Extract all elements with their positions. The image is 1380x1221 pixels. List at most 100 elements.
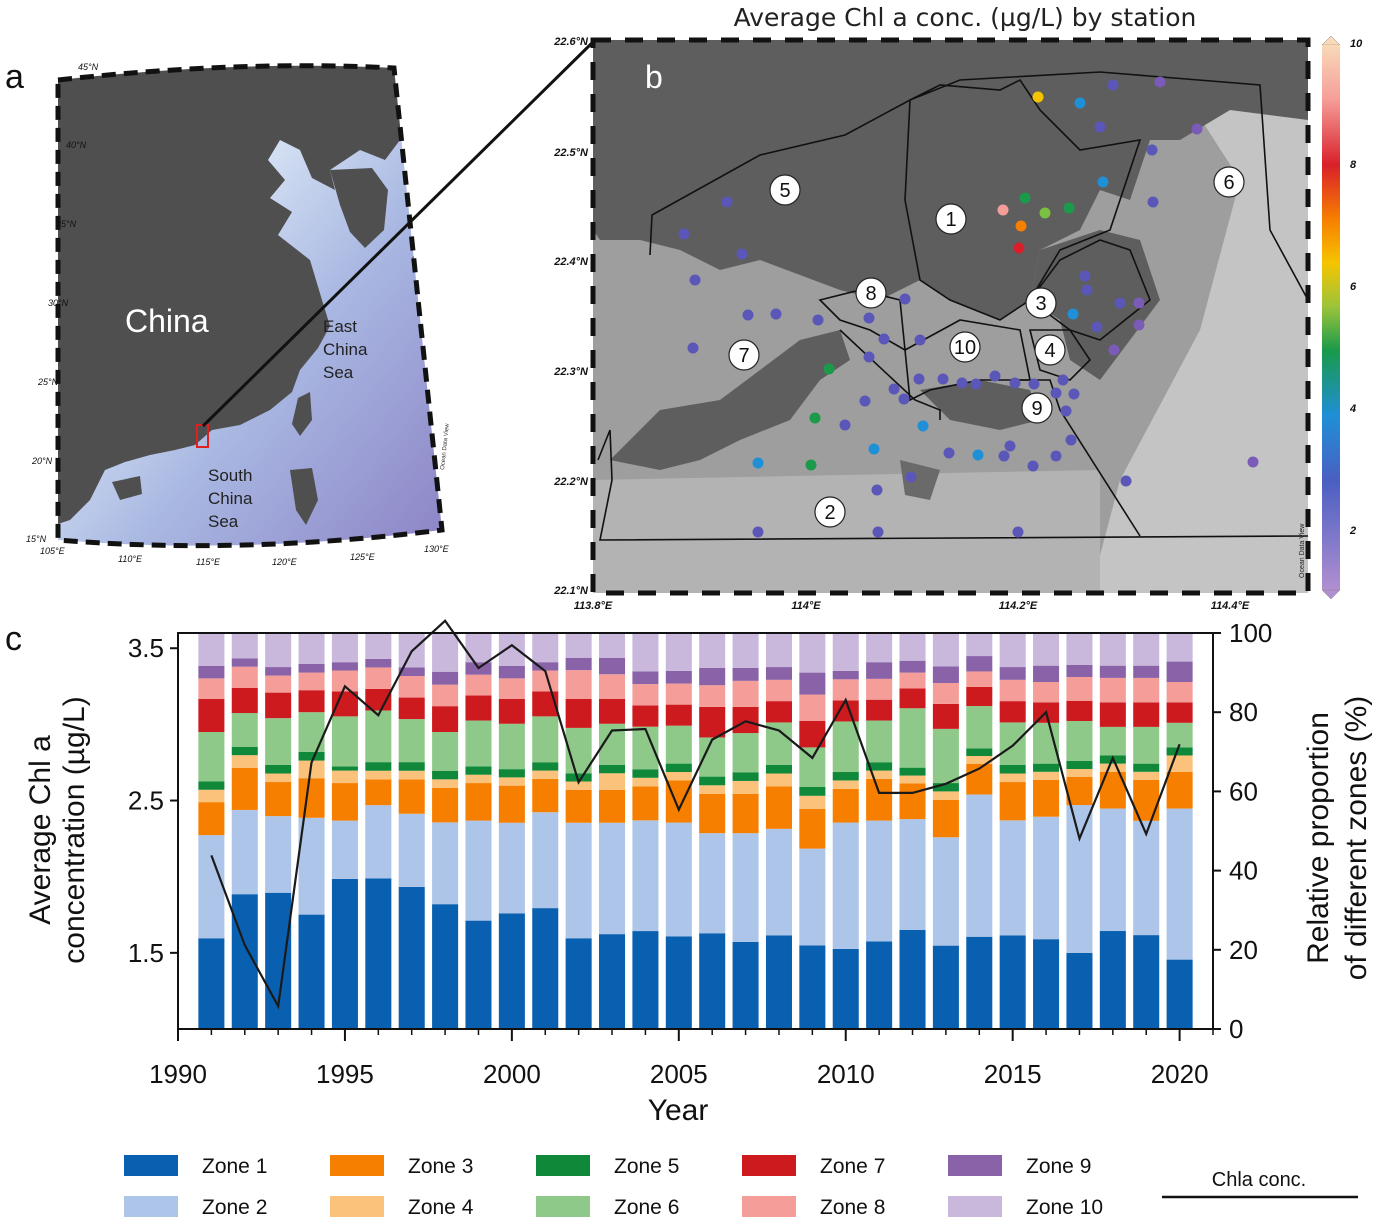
bar-1992-zone-4 xyxy=(231,755,258,768)
bar-1991-zone-5 xyxy=(198,781,225,790)
bar-2017-zone-3 xyxy=(1066,777,1093,805)
lat-tick-22-1: 22.1°N xyxy=(553,585,589,597)
station-dot-59 xyxy=(998,450,1010,462)
station-dot-25 xyxy=(1067,308,1079,320)
station-dots xyxy=(678,76,1259,538)
bar-1997-zone-8 xyxy=(398,676,425,698)
lon-tick-114-2: 114.2°E xyxy=(999,600,1038,612)
bar-2013-zone-8 xyxy=(932,683,959,704)
bar-1991-zone-1 xyxy=(198,938,225,1029)
station-dot-43 xyxy=(989,370,1001,382)
bar-1997-zone-7 xyxy=(398,697,425,720)
bar-2018-zone-6 xyxy=(1099,726,1126,756)
zone-marker-9 xyxy=(1021,392,1053,424)
bar-2011-zone-3 xyxy=(866,778,893,821)
bar-2015-zone-6 xyxy=(999,722,1026,765)
bar-2004-zone-2 xyxy=(632,820,659,932)
bar-2012-zone-5 xyxy=(899,767,926,776)
station-dot-12 xyxy=(1039,207,1051,219)
bar-2002-zone-5 xyxy=(565,773,592,782)
bar-1997-zone-9 xyxy=(398,667,425,677)
x-tick-label: 1990 xyxy=(149,1059,207,1089)
legend-label-zone-9: Zone 9 xyxy=(1026,1155,1091,1178)
legend-label-zone-6: Zone 6 xyxy=(614,1196,679,1219)
lat-tick-22-3: 22.3°N xyxy=(553,366,589,378)
panel-a-lon-ticks: 105°E 110°E 115°E 120°E 125°E 130°E xyxy=(40,544,450,567)
bar-2014-zone-5 xyxy=(966,748,993,757)
bar-2009-zone-4 xyxy=(799,795,826,809)
bar-2004-zone-6 xyxy=(632,726,659,770)
bar-2012-zone-3 xyxy=(899,783,926,820)
bar-2020-zone-2 xyxy=(1166,808,1193,960)
bar-2016-zone-4 xyxy=(1033,771,1060,780)
station-dot-23 xyxy=(1079,270,1091,282)
bar-2019-zone-6 xyxy=(1133,726,1160,764)
station-dot-62 xyxy=(905,471,917,483)
bar-2017-zone-9 xyxy=(1066,665,1093,677)
station-dot-67 xyxy=(1247,456,1259,468)
left-tick-label: 1.5 xyxy=(128,938,164,968)
bar-2017-zone-1 xyxy=(1066,953,1093,1029)
legend-label-zone-10: Zone 10 xyxy=(1026,1196,1103,1219)
bar-1995-zone-5 xyxy=(331,766,358,771)
bar-2020-zone-8 xyxy=(1166,681,1193,703)
bar-1992-zone-3 xyxy=(231,767,258,810)
bar-1995-zone-3 xyxy=(331,783,358,821)
bar-2000-zone-9 xyxy=(498,666,525,679)
bar-2000-zone-6 xyxy=(498,723,525,770)
bar-1998-zone-3 xyxy=(432,787,459,823)
bar-2000-zone-5 xyxy=(498,769,525,778)
zone-marker-label-5: 5 xyxy=(779,180,790,202)
bar-2010-zone-3 xyxy=(832,788,859,823)
bar-2007-zone-5 xyxy=(732,772,759,781)
legend-label-zone-8: Zone 8 xyxy=(820,1196,885,1219)
zone-marker-label-3: 3 xyxy=(1035,293,1046,315)
bar-1999-zone-7 xyxy=(465,695,492,721)
bar-2001-zone-8 xyxy=(532,670,559,692)
bar-1996-zone-9 xyxy=(365,658,392,668)
bar-2008-zone-4 xyxy=(765,773,792,787)
bar-1998-zone-5 xyxy=(432,770,459,780)
station-dot-46 xyxy=(1057,374,1069,386)
legend-swatch-zone-4 xyxy=(330,1196,384,1217)
bar-1999-zone-8 xyxy=(465,674,492,696)
bar-1994-zone-2 xyxy=(298,817,325,915)
bar-2004-zone-3 xyxy=(632,786,659,821)
station-dot-63 xyxy=(752,457,764,469)
bar-2013-zone-5 xyxy=(932,783,959,792)
station-dot-7 xyxy=(1146,144,1158,156)
bar-2003-zone-9 xyxy=(599,657,626,675)
station-dot-48 xyxy=(1068,388,1080,400)
bar-2020-zone-10 xyxy=(1166,633,1193,662)
colorbar-tick-6: 6 xyxy=(1350,281,1357,293)
bar-1992-zone-6 xyxy=(231,713,258,747)
station-dot-38 xyxy=(888,383,900,395)
bar-2017-zone-4 xyxy=(1066,769,1093,777)
bar-1995-zone-9 xyxy=(331,662,358,671)
panel-c-label: c xyxy=(5,620,22,658)
bar-2007-zone-7 xyxy=(732,706,759,734)
panel-b-lat-ticks: 22.6°N 22.5°N 22.4°N 22.3°N 22.2°N 22.1°… xyxy=(553,36,589,597)
bar-2014-zone-6 xyxy=(966,706,993,749)
bar-1999-zone-4 xyxy=(465,774,492,784)
colorbar: 10 8 6 4 2 xyxy=(1321,35,1363,600)
colorbar-top-cap xyxy=(1321,35,1341,46)
zone-marker-6 xyxy=(1213,166,1245,198)
bar-2006-zone-7 xyxy=(699,706,726,738)
bar-2009-zone-9 xyxy=(799,672,826,695)
bar-1995-zone-10 xyxy=(331,633,358,663)
colorbar-ramp xyxy=(1322,45,1340,590)
x-tick-label: 2000 xyxy=(483,1059,541,1089)
station-dot-24 xyxy=(1081,284,1093,296)
legend-label-zone-7: Zone 7 xyxy=(820,1155,885,1178)
legend-swatch-zone-6 xyxy=(536,1196,590,1217)
legend-label-zone-4: Zone 4 xyxy=(408,1196,474,1219)
bar-2013-zone-7 xyxy=(932,703,959,729)
hong-kong-island xyxy=(920,380,1040,430)
plot-frame xyxy=(177,632,1214,1030)
station-dot-14 xyxy=(1015,220,1027,232)
right-axis-label-line1: Relative proportion xyxy=(1302,712,1335,964)
bar-2008-zone-8 xyxy=(765,679,792,702)
station-dot-5 xyxy=(1094,121,1106,133)
bar-1999-zone-10 xyxy=(465,633,492,663)
